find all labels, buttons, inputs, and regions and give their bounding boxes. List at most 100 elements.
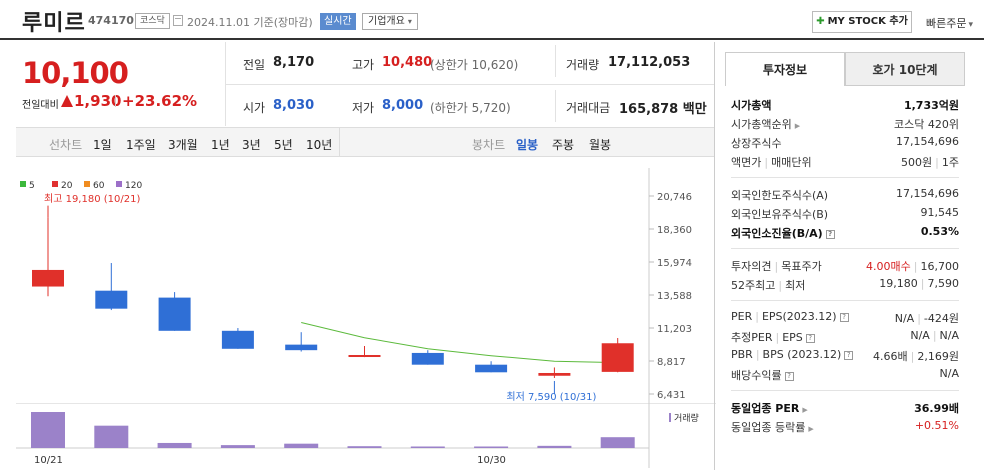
info-row: PBR | BPS (2023.12)? 4.66배 | 2,169원 [731, 348, 959, 366]
candle-body [601, 343, 634, 372]
quick-order-button[interactable]: 빠른주문 [926, 15, 973, 31]
candle-body [32, 269, 64, 287]
period-3m[interactable]: 3개월 [168, 138, 198, 152]
tab-order-book[interactable]: 호가 10단계 [845, 52, 965, 86]
info-value-text: 1주 [941, 156, 959, 169]
info-label-text: 외국인보유주식수(B) [731, 208, 829, 221]
info-label-text: 동일업종 PER [731, 402, 800, 415]
info-value: 17,154,696 [896, 187, 959, 200]
chevron-down-icon: ▾ [407, 17, 412, 26]
volume-bar [410, 446, 445, 448]
divider [555, 90, 556, 122]
info-row: PER | EPS(2023.12)? N/A | -424원 [731, 310, 959, 328]
info-value: N/A [940, 367, 959, 380]
candle-body [285, 344, 318, 351]
divider [731, 248, 959, 249]
volume-bar [31, 412, 65, 448]
stock-name: 루미르 [22, 11, 86, 36]
info-value-text: 2,169원 [917, 350, 959, 363]
info-label-text: EPS [782, 331, 803, 344]
info-label: 외국인소진율(B/A)? [731, 225, 835, 241]
info-value-text: 91,545 [920, 206, 960, 219]
info-value: 1,733억원 [904, 97, 959, 113]
legend-swatch [52, 181, 58, 187]
info-row: 동일업종 등락률 ▶ +0.51% [731, 419, 959, 437]
info-icon[interactable]: ? [805, 334, 815, 343]
info-label: 시가총액 [731, 97, 771, 113]
period-10y[interactable]: 10년 [306, 138, 333, 152]
info-icon[interactable]: ? [825, 230, 835, 239]
separator: | [920, 277, 925, 290]
separator: | [910, 350, 915, 363]
y-tick-label: 18,360 [657, 225, 692, 236]
volume-bar [347, 446, 382, 448]
info-value: 36.99배 [914, 400, 959, 416]
x-tick-label: 10/30 [477, 455, 506, 466]
info-label-text: 외국인소진율(B/A) [731, 227, 823, 240]
corp-info-dropdown[interactable]: 기업개요 ▾ [362, 13, 418, 30]
tab-investment-info[interactable]: 투자정보 [725, 52, 845, 86]
volume-chart: 거래량 10/21 10/30 [16, 404, 699, 468]
volume-value: 17,112,053 [608, 55, 691, 70]
info-label-text: 상장주식수 [731, 137, 782, 150]
max-label: 최고 19,180 (10/21) [44, 193, 140, 205]
period-3y[interactable]: 3년 [242, 138, 261, 152]
info-label-text: 52주최고 [731, 279, 776, 292]
separator: | [764, 156, 769, 169]
info-label: 상장주식수 [731, 135, 782, 151]
info-icon[interactable]: ? [844, 351, 854, 360]
info-label[interactable]: 시가총액순위 ▶ [731, 116, 800, 132]
chevron-right-icon: ▶ [794, 122, 801, 130]
realtime-button[interactable]: 실시간 [320, 13, 356, 30]
candle-weekly[interactable]: 주봉 [552, 138, 575, 152]
legend-swatch [84, 181, 90, 187]
info-row: 액면가 | 매매단위 500원 | 1주 [731, 154, 959, 172]
mystock-add-button[interactable]: ✚ MY STOCK 추가 [812, 11, 912, 33]
candle-daily[interactable]: 일봉 [516, 138, 539, 152]
legend-label: 60 [93, 181, 105, 191]
info-label: 추정PER | EPS? [731, 329, 815, 345]
info-value: 4.00매수 | 16,700 [866, 258, 959, 274]
up-arrow-icon [61, 95, 73, 107]
info-label-text: 최저 [785, 279, 806, 292]
info-label[interactable]: 동일업종 PER ▶ [731, 400, 808, 416]
info-icon[interactable]: ? [839, 313, 849, 322]
info-label[interactable]: 동일업종 등락률 ▶ [731, 419, 814, 435]
separator: | [755, 310, 759, 323]
info-value-text: 19,180 [879, 277, 918, 290]
info-value-text: 7,590 [927, 277, 960, 290]
info-value: 19,180 | 7,590 [879, 277, 959, 290]
calendar-icon [173, 15, 183, 26]
prev-close-value: 8,170 [273, 55, 315, 70]
period-5y[interactable]: 5년 [274, 138, 293, 152]
candle-monthly[interactable]: 월봉 [589, 138, 612, 152]
legend-label: 20 [61, 181, 73, 191]
volume-legend-label: 거래량 [674, 412, 699, 424]
divider [731, 177, 959, 178]
separator: | [917, 312, 921, 325]
info-value: 4.66배 | 2,169원 [873, 348, 959, 364]
info-label: 배당수익률? [731, 367, 794, 383]
info-label-text: 목표주가 [781, 260, 822, 273]
period-1d[interactable]: 1일 [93, 138, 112, 152]
volume-bar [284, 443, 319, 448]
low-value: 8,000 [382, 98, 424, 113]
period-1y[interactable]: 1년 [211, 138, 230, 152]
y-tick-label: 8,817 [657, 357, 686, 368]
separator: | [935, 156, 939, 169]
info-value-text: 1,733억원 [903, 99, 959, 112]
open-label: 시가 [243, 101, 266, 115]
info-label-text: 동일업종 등락률 [731, 421, 806, 434]
volume-bar [157, 442, 192, 448]
separator: | [774, 260, 779, 273]
divider [225, 84, 715, 85]
chart-period-bar: 선차트 1일 1주일 3개월 1년 3년 5년 10년 봉차트 일봉 주봉 월봉 [16, 127, 714, 157]
info-value-text: N/A [939, 367, 959, 380]
period-1w[interactable]: 1주일 [126, 138, 156, 152]
info-icon[interactable]: ? [784, 372, 794, 381]
info-value-text: 4.00매수 [866, 260, 911, 273]
candle-body [158, 297, 191, 331]
info-value: N/A | -424원 [895, 310, 959, 326]
info-row: 시가총액순위 ▶ 코스닥 420위 [731, 116, 959, 134]
info-value-text: 17,154,696 [896, 187, 959, 200]
